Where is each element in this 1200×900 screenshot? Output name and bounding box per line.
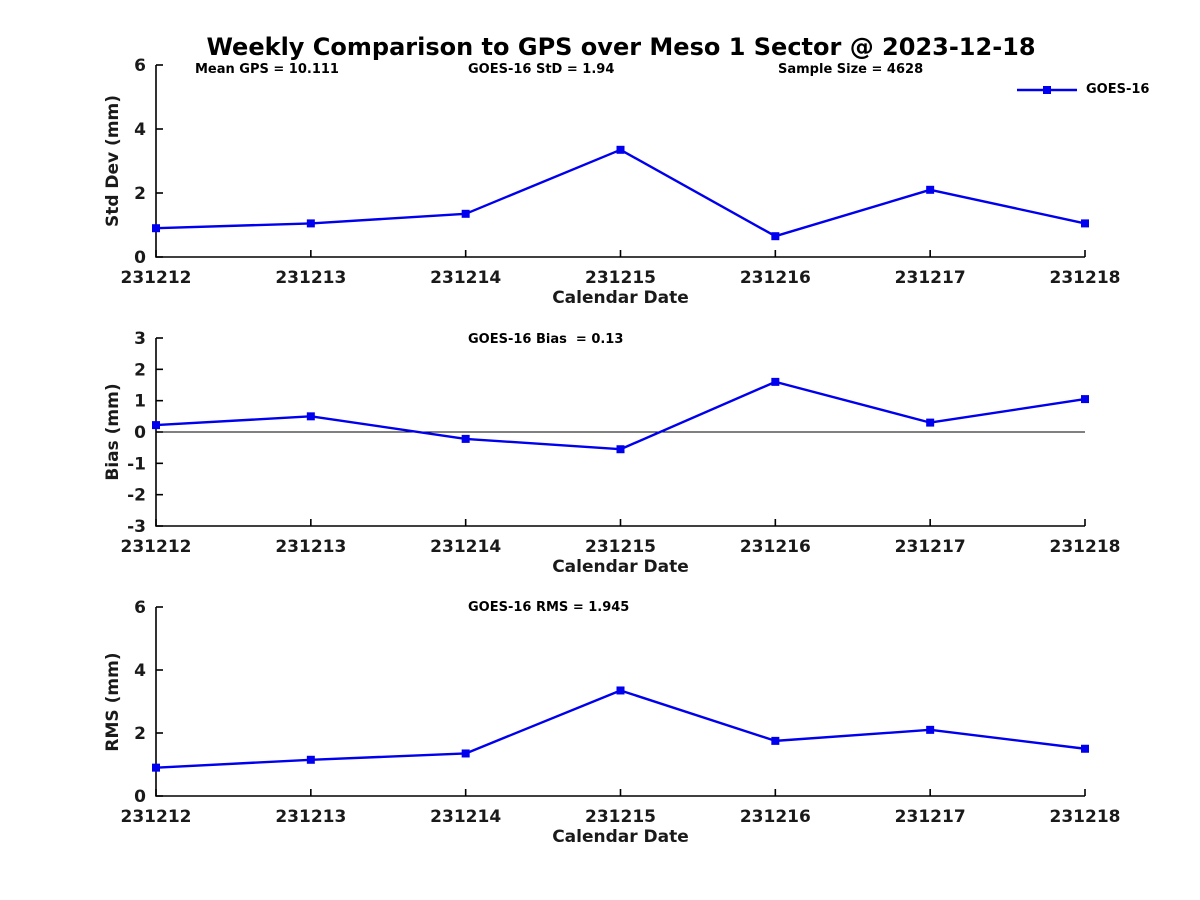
y-tick-label: 0 (134, 423, 146, 443)
data-point-marker (926, 725, 935, 734)
data-point-marker (926, 185, 935, 194)
y-tick-label: 0 (134, 248, 146, 268)
y-tick-label: 3 (134, 329, 146, 349)
annotation-goes16-rms: GOES-16 RMS = 1.945 (468, 600, 630, 615)
x-tick-label: 231216 (740, 807, 811, 827)
x-tick-label: 231216 (740, 537, 811, 557)
x-tick-label: 231214 (430, 807, 501, 827)
x-tick-label: 231218 (1050, 268, 1121, 288)
x-axis-label-rms: Calendar Date (552, 827, 689, 847)
y-tick-label: 0 (134, 787, 146, 807)
x-tick-label: 231213 (275, 268, 346, 288)
std-dev-plot: 0 2 4 6 231212 231213 231214 231215 231216 231217… (121, 56, 1121, 288)
annotation-sample-size: Sample Size = 4628 (778, 62, 924, 77)
x-tick-label: 231216 (740, 268, 811, 288)
data-point-marker (616, 145, 625, 154)
x-axis-label-std-dev: Calendar Date (552, 288, 689, 308)
y-tick-label: 6 (134, 56, 146, 76)
y-tick-label: -2 (127, 486, 146, 506)
bias-plot: -3 -2 -1 0 1 2 3 231212 231213 231214 231215 231216… (121, 329, 1121, 557)
x-tick-label: 231215 (585, 537, 656, 557)
series-line-goes-16 (155, 148, 1086, 238)
data-point-marker (1081, 744, 1089, 753)
x-axis-label-bias: Calendar Date (552, 557, 689, 577)
data-point-marker (306, 219, 315, 228)
axes-spines (155, 607, 1085, 797)
data-point-marker (771, 232, 780, 241)
data-point-marker (616, 686, 625, 695)
annotation-goes16-bias: GOES-16 Bias = 0.13 (468, 332, 624, 347)
y-tick-label: 2 (134, 184, 146, 204)
x-tick-label: 231217 (895, 807, 966, 827)
rms-plot: 0 2 4 6 231212 231213 231214 231215 231216 231217… (121, 598, 1121, 827)
legend-line-marker-icon (1017, 85, 1077, 94)
axes-spines (155, 65, 1085, 258)
x-tick-label: 231212 (121, 537, 192, 557)
data-point-marker (461, 434, 470, 443)
y-tick-label: 4 (134, 120, 146, 140)
y-tick-label: -1 (127, 454, 146, 474)
data-point-marker (771, 736, 780, 745)
x-tick-label: 231217 (895, 537, 966, 557)
y-tick-label: 6 (134, 598, 146, 618)
series-line-goes-16 (155, 380, 1086, 451)
data-point-marker (1081, 219, 1089, 228)
data-point-marker (771, 377, 780, 386)
data-point-marker (616, 445, 625, 454)
x-tick-label: 231213 (275, 807, 346, 827)
x-tick-label: 231218 (1050, 807, 1121, 827)
legend-label: GOES-16 (1086, 82, 1150, 97)
x-tick-label: 231215 (585, 268, 656, 288)
series-line-goes-16 (155, 689, 1086, 769)
x-tick-label: 231217 (895, 268, 966, 288)
x-tick-label: 231212 (121, 268, 192, 288)
annotation-goes16-std: GOES-16 StD = 1.94 (468, 62, 615, 77)
y-tick-label: 1 (134, 392, 146, 412)
y-tick-label: 4 (134, 661, 146, 681)
data-point-marker (152, 224, 160, 233)
x-tick-label: 231213 (275, 537, 346, 557)
data-point-marker (152, 421, 160, 430)
data-point-marker (1081, 395, 1089, 404)
x-tick-label: 231215 (585, 807, 656, 827)
data-point-marker (152, 763, 160, 772)
y-tick-label: 2 (134, 724, 146, 744)
x-tick-label: 231218 (1050, 537, 1121, 557)
x-tick-label: 231214 (430, 268, 501, 288)
x-tick-label: 231214 (430, 537, 501, 557)
figure-title: Weekly Comparison to GPS over Meso 1 Sec… (206, 33, 1036, 61)
data-point-marker (306, 412, 315, 421)
data-point-marker (306, 755, 315, 764)
x-tick-label: 231212 (121, 807, 192, 827)
data-point-marker (461, 209, 470, 218)
data-point-marker (926, 418, 935, 427)
data-point-marker (461, 749, 470, 758)
annotation-mean-gps: Mean GPS = 10.111 (195, 62, 339, 77)
y-tick-label: -3 (127, 517, 146, 537)
legend: GOES-16 (1016, 82, 1149, 97)
y-tick-label: 2 (134, 360, 146, 380)
